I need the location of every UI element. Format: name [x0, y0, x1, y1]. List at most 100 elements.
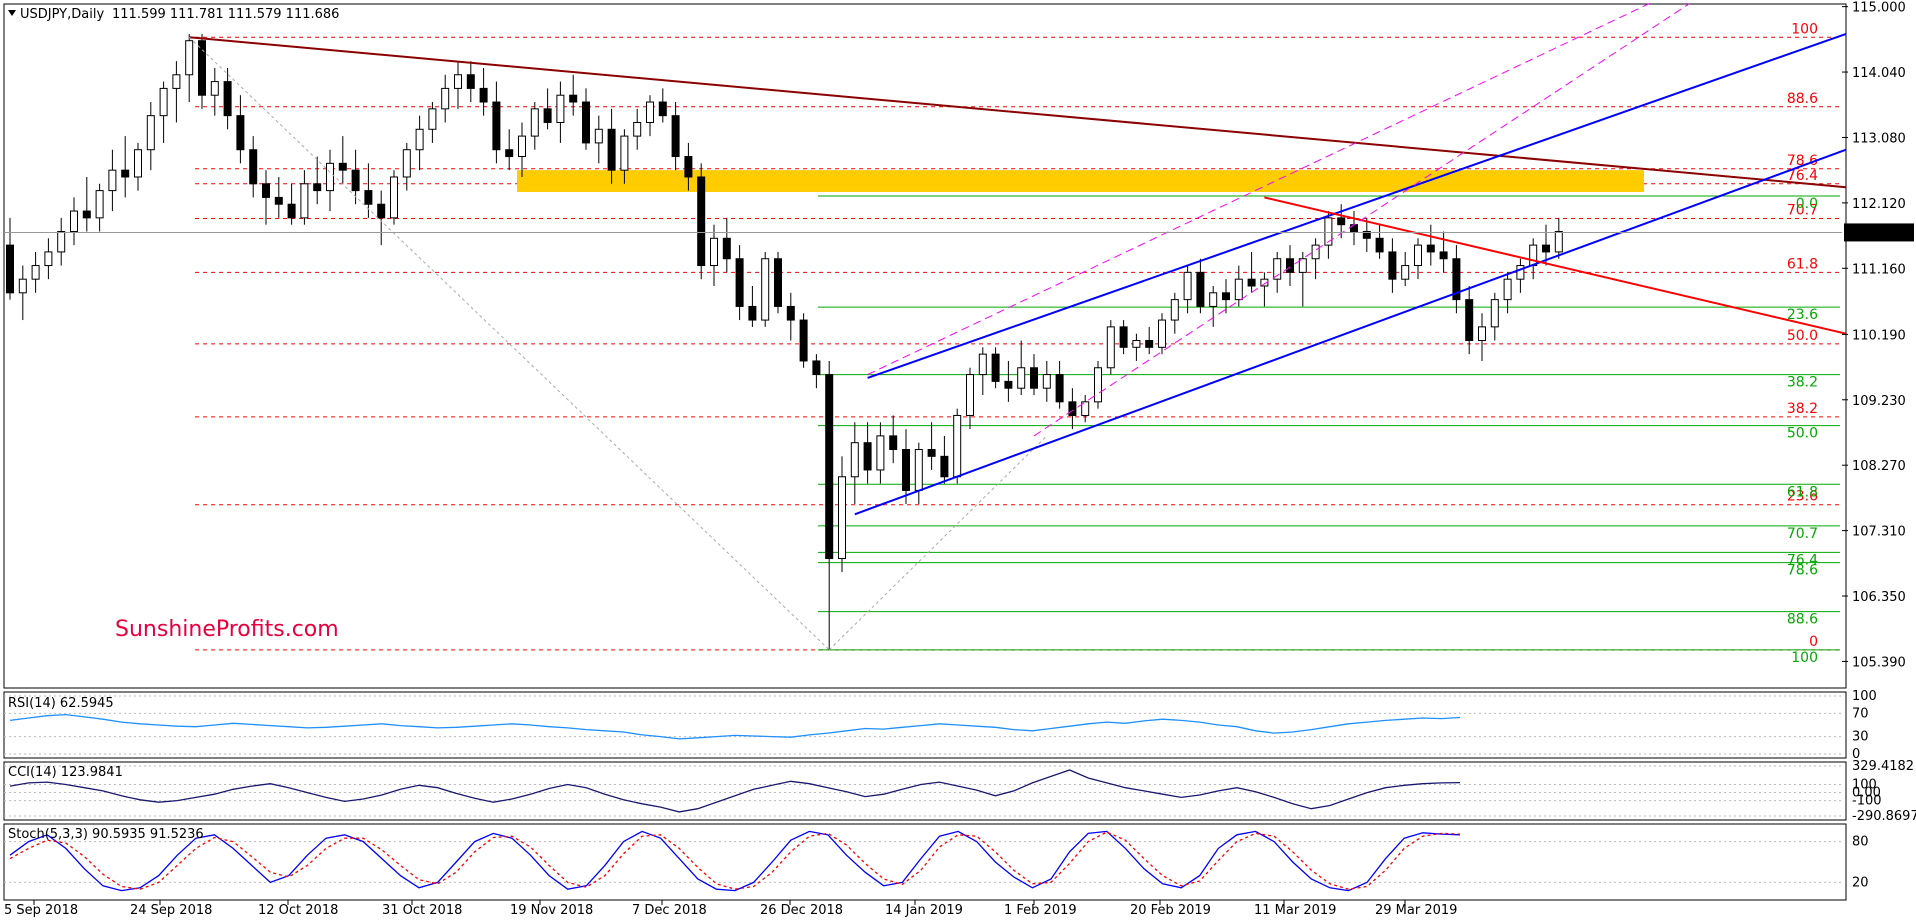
candle-body: [70, 210, 78, 232]
candle-body: [1055, 374, 1064, 403]
candle-body: [121, 169, 130, 178]
candle-body: [1222, 292, 1230, 301]
candle-body: [134, 149, 142, 178]
candle-body: [633, 121, 642, 137]
candle-body: [1247, 278, 1256, 287]
candle-body: [530, 108, 539, 137]
candle-body: [1286, 258, 1294, 273]
candle-body: [1273, 258, 1282, 280]
candle-body: [249, 149, 258, 185]
indicator-tick-label: 70: [1852, 706, 1869, 721]
indicator-tick-label: -100: [1852, 794, 1882, 809]
candle-body: [927, 449, 936, 457]
candle-body: [287, 203, 296, 219]
red-fib-label: 23.6: [1787, 489, 1818, 505]
candle-body: [159, 87, 168, 117]
candle-body: [1068, 401, 1077, 416]
indicator-tick-label: 100: [1852, 777, 1877, 792]
rsi-panel-frame: [3, 691, 1847, 759]
candle-body: [415, 128, 424, 151]
candle-body: [1132, 340, 1141, 348]
candle-body: [44, 251, 53, 267]
date-tick-label: 7 Dec 2018: [632, 903, 707, 918]
candle-body: [1337, 217, 1346, 226]
candle-body: [953, 414, 962, 478]
price-tick-label: 113.080: [1852, 131, 1906, 146]
candle-body: [198, 40, 206, 96]
red-fib-label: 76.4: [1787, 168, 1818, 184]
indicator-tick-label: 30: [1852, 730, 1869, 745]
cci-panel-frame: [3, 761, 1847, 821]
red-fib-label: 50.0: [1787, 328, 1818, 344]
stoch-label: Stoch(5,3,3) 90.5935 91.5236: [8, 827, 204, 842]
candle-body: [1426, 244, 1435, 253]
price-tick-label: 112.120: [1852, 197, 1906, 212]
candle-body: [543, 108, 552, 123]
candle-body: [1516, 265, 1525, 280]
date-tick-label: 14 Jan 2019: [885, 903, 963, 918]
candle-body: [185, 40, 194, 76]
candle-body: [1094, 367, 1102, 403]
indicator-tick-label: 0: [1852, 747, 1860, 762]
fib-diagonal-green: [828, 435, 1048, 651]
candle-body: [863, 442, 872, 471]
date-tick-label: 1 Feb 2019: [1004, 903, 1077, 918]
red-fib-label: 70.7: [1787, 203, 1818, 219]
indicator-line: [9, 830, 1461, 892]
symbol-label: USDJPY,Daily: [20, 7, 104, 22]
candle-body: [556, 94, 565, 123]
candle-body: [1017, 367, 1026, 389]
candle-body: [1209, 292, 1218, 307]
candle-body: [786, 305, 795, 321]
red-fib-label: 78.6: [1787, 153, 1818, 169]
candle-body: [1490, 299, 1499, 328]
candle-body: [95, 190, 104, 219]
magenta-channel-lower: [1033, 2, 1691, 437]
candle-body: [1465, 299, 1474, 342]
green-fib-label: 78.6: [1787, 563, 1818, 579]
price-tick-label: 105.390: [1852, 655, 1906, 670]
candle-body: [1298, 258, 1307, 273]
candle-body: [774, 258, 782, 307]
candle-body: [914, 449, 923, 491]
candle-body: [1401, 265, 1410, 280]
date-tick-label: 20 Feb 2019: [1130, 903, 1211, 918]
indicator-tick-label: 100: [1852, 689, 1877, 704]
rising-resistance-line: [867, 32, 1847, 379]
candle-body: [518, 135, 526, 158]
collapse-arrow-icon[interactable]: [8, 10, 16, 16]
candle-body: [146, 115, 155, 151]
price-tick-label: 107.310: [1852, 525, 1906, 540]
candle-body: [57, 230, 66, 253]
candle-body: [1145, 340, 1154, 348]
watermark: SunshineProfits.com: [115, 617, 339, 642]
price-tick-label: 109.230: [1852, 394, 1906, 409]
main-panel-frame: [3, 3, 1847, 689]
candle-body: [991, 353, 1000, 382]
green-fib-label: 38.2: [1787, 375, 1818, 391]
candle-body: [402, 149, 411, 178]
candle-body: [646, 101, 654, 123]
date-tick-label: 26 Dec 2018: [760, 903, 843, 918]
rising-support-line: [854, 148, 1847, 516]
candle-body: [1375, 237, 1384, 253]
candle-body: [364, 190, 373, 205]
candle-body: [18, 278, 27, 294]
indicator-tick-label: -290.8697: [1852, 809, 1916, 824]
candle-body: [454, 74, 462, 89]
indicator-line: [9, 713, 1461, 740]
candle-body: [1414, 244, 1422, 267]
candle-body: [441, 87, 450, 110]
red-fib-label: 100: [1791, 21, 1818, 37]
candle-body: [262, 183, 270, 198]
stoch-panel-frame: [3, 823, 1847, 901]
candle-body: [594, 128, 603, 144]
candle-body: [1362, 230, 1371, 239]
candle-body: [735, 258, 744, 307]
candle-body: [1260, 278, 1269, 287]
green-fib-label: 50.0: [1787, 426, 1818, 442]
ohlc-label: 111.599 111.781 111.579 111.686: [112, 7, 339, 22]
candle-body: [1234, 278, 1243, 301]
cci-label: CCI(14) 123.9841: [8, 765, 123, 780]
price-tick-label: 108.270: [1852, 459, 1906, 474]
